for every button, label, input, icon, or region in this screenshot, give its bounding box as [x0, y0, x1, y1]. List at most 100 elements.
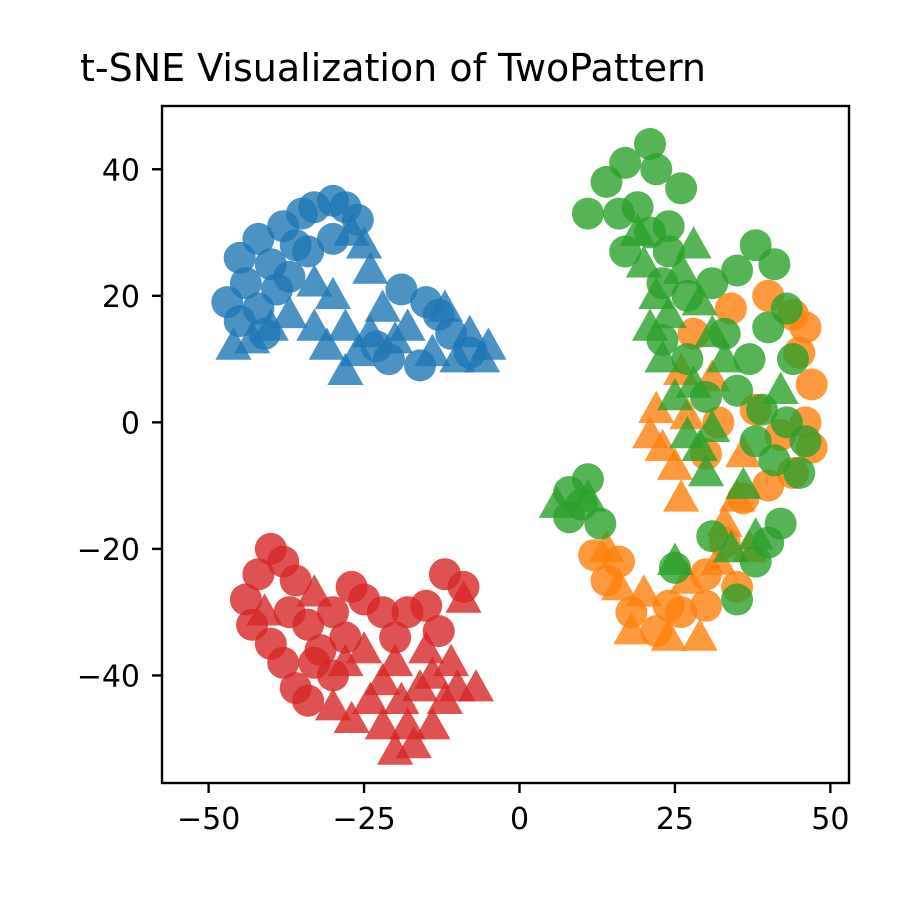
data-point-triangle	[632, 308, 669, 341]
series-0	[211, 184, 507, 385]
data-point-circle	[671, 343, 704, 376]
data-point-circle	[721, 374, 754, 407]
data-point-triangle	[271, 295, 308, 329]
series-2	[538, 128, 822, 616]
data-point-triangle	[538, 485, 575, 518]
data-point-circle	[584, 507, 617, 540]
data-point-triangle	[364, 289, 401, 322]
data-point-circle	[422, 615, 455, 648]
data-point-triangle	[314, 688, 351, 721]
y-tick-label: 20	[102, 280, 140, 315]
data-point-triangle	[439, 340, 476, 373]
data-point-triangle	[656, 447, 693, 480]
data-point-triangle	[669, 397, 706, 430]
data-point-triangle	[333, 700, 370, 733]
series-3	[229, 532, 494, 765]
x-tick-label: 25	[656, 802, 694, 837]
chart-title: t-SNE Visualization of TwoPattern	[80, 46, 706, 90]
data-point-triangle	[234, 321, 271, 354]
data-point-triangle	[408, 631, 445, 664]
data-point-triangle	[426, 289, 463, 322]
data-point-triangle	[613, 612, 650, 645]
data-point-triangle	[681, 618, 718, 651]
data-point-circle	[739, 425, 772, 458]
data-point-triangle	[675, 365, 712, 398]
y-tick-label: 40	[102, 153, 140, 188]
data-point-triangle	[569, 479, 606, 512]
data-point-circle	[242, 558, 275, 591]
plot-area	[211, 128, 828, 765]
data-point-triangle	[600, 567, 637, 601]
data-point-triangle	[694, 314, 731, 348]
data-point-circle	[603, 197, 635, 230]
data-point-circle	[665, 172, 698, 205]
data-point-circle	[777, 343, 809, 376]
data-point-circle	[298, 646, 331, 679]
data-point-triangle	[706, 340, 743, 373]
data-point-circle	[273, 260, 306, 293]
data-point-triangle	[737, 517, 774, 550]
data-point-circle	[783, 457, 816, 489]
data-point-triangle	[451, 314, 488, 348]
data-point-triangle	[327, 308, 364, 341]
data-point-triangle	[762, 371, 799, 404]
data-point-triangle	[457, 669, 494, 702]
data-point-triangle	[252, 308, 289, 341]
data-point-circle	[696, 520, 729, 553]
data-point-triangle	[377, 643, 414, 677]
data-point-triangle	[333, 213, 370, 246]
data-point-triangle	[414, 333, 451, 367]
data-point-circle	[758, 248, 791, 281]
axes-frame	[160, 104, 851, 785]
data-point-triangle	[663, 479, 700, 512]
data-point-triangle	[681, 283, 718, 316]
data-point-circle	[690, 589, 722, 622]
data-point-triangle	[296, 574, 333, 607]
data-point-triangle	[414, 707, 451, 740]
data-point-triangle	[364, 662, 401, 696]
data-point-triangle	[346, 631, 383, 664]
data-point-circle	[609, 146, 642, 179]
data-point-triangle	[619, 213, 656, 246]
data-point-circle	[721, 583, 754, 616]
data-point-triangle	[712, 529, 749, 563]
data-point-circle	[714, 292, 747, 325]
data-point-triangle	[588, 529, 625, 563]
data-point-circle	[242, 222, 275, 255]
data-point-circle	[229, 583, 262, 616]
x-tick-label: −50	[177, 802, 240, 837]
data-point-triangle	[296, 308, 333, 341]
data-point-triangle	[656, 378, 693, 411]
data-point-circle	[366, 596, 399, 629]
data-point-triangle	[364, 707, 401, 740]
data-point-triangle	[395, 726, 432, 759]
data-point-triangle	[656, 542, 693, 575]
data-point-triangle	[625, 245, 662, 278]
data-point-triangle	[433, 643, 470, 677]
data-point-triangle	[327, 643, 364, 677]
data-point-circle	[634, 128, 666, 160]
data-point-triangle	[663, 251, 700, 284]
data-point-triangle	[638, 390, 675, 423]
y-tick-label: −40	[77, 659, 140, 694]
data-point-circle	[640, 153, 673, 186]
x-tick-label: 0	[510, 802, 529, 837]
data-point-triangle	[327, 352, 364, 385]
data-point-circle	[273, 596, 306, 629]
data-point-circle	[752, 469, 785, 502]
data-point-triangle	[675, 226, 712, 259]
data-point-triangle	[352, 251, 389, 284]
data-point-circle	[795, 368, 828, 401]
data-point-circle	[721, 254, 754, 287]
data-point-circle	[571, 197, 604, 230]
data-point-circle	[789, 425, 822, 458]
data-point-triangle	[725, 466, 762, 499]
data-point-circle	[385, 273, 418, 306]
data-point-circle	[292, 235, 325, 268]
data-point-circle	[292, 684, 325, 717]
data-point-triangle	[688, 454, 725, 487]
data-point-triangle	[445, 580, 482, 613]
x-tick-label: −25	[332, 802, 395, 837]
